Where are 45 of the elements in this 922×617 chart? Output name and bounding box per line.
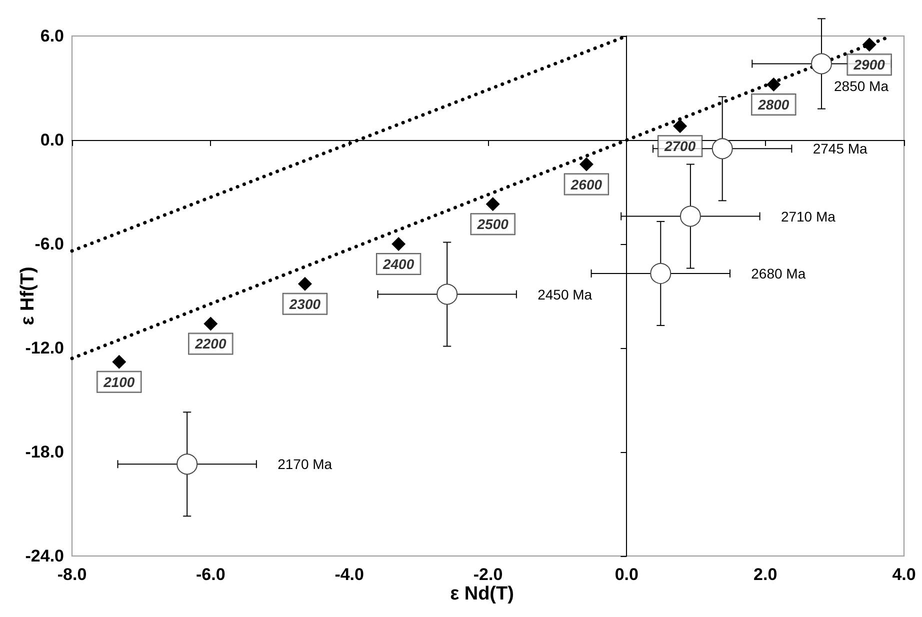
point [862, 38, 876, 52]
annotation: 2400 [382, 256, 414, 272]
annotation: 2600 [570, 176, 602, 192]
point [392, 237, 406, 251]
y-tick-label: 6.0 [40, 26, 64, 46]
y-tick-label: -24.0 [25, 546, 64, 566]
point [579, 157, 594, 172]
point [712, 138, 733, 160]
annotation: 2100 [102, 374, 135, 390]
point [486, 197, 500, 212]
x-tick-label: 0.0 [614, 565, 638, 584]
x-tick-label: -8.0 [57, 565, 87, 584]
y-tick-label: -12.0 [25, 338, 64, 358]
x-tick-label: 4.0 [892, 565, 916, 584]
point [298, 276, 312, 291]
x-tick-label: -2.0 [473, 565, 503, 584]
point [811, 53, 832, 74]
point [680, 206, 701, 227]
annotation: 2800 [757, 96, 790, 113]
annotation: 2710 Ma [780, 208, 836, 224]
annotation: 2170 Ma [278, 456, 332, 472]
point [204, 316, 218, 331]
y-tick-label: 0.0 [40, 130, 64, 150]
annotation: 2500 [476, 216, 509, 232]
point [176, 454, 198, 475]
annotation: 2450 Ma [538, 286, 592, 302]
annotation: 2745 Ma [812, 140, 868, 157]
point [650, 262, 672, 284]
point [436, 284, 458, 305]
annotation: 2300 [288, 296, 321, 312]
y-tick-label: -6.0 [34, 234, 64, 254]
x-axis-title: ε Nd(T) [450, 584, 514, 604]
point [766, 78, 781, 92]
annotation: 2850 Ma [834, 78, 889, 94]
annotation: 2200 [194, 336, 226, 352]
x-tick-label: -4.0 [334, 565, 364, 584]
x-tick-label: 2.0 [754, 565, 778, 584]
annotation: 2900 [852, 56, 886, 73]
y-axis-title: ε Hf(T) [18, 266, 38, 326]
point [112, 354, 126, 369]
annotation: 2700 [663, 138, 696, 154]
x-tick-label: -6.0 [196, 565, 226, 584]
y-tick-label: -18.0 [25, 442, 64, 462]
point [673, 119, 688, 134]
annotation: 2680 Ma [751, 265, 806, 282]
